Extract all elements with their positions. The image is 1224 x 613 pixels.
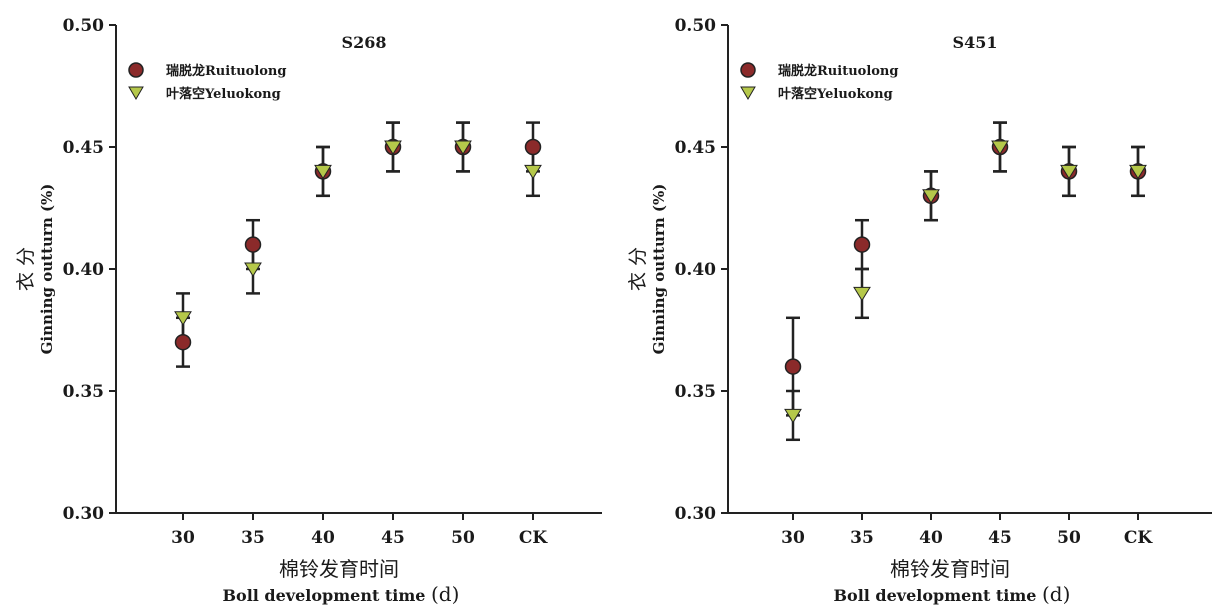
data-point-ruituolong <box>174 333 192 351</box>
x-tick-label: 40 <box>311 528 335 548</box>
data-point-yeluokong <box>1060 164 1078 180</box>
data-point-ruituolong <box>784 358 802 375</box>
data-point-yeluokong <box>244 262 262 277</box>
y-axis-label-cn: 衣 分 <box>15 247 37 291</box>
y-tick-label: 0.45 <box>675 138 716 158</box>
data-point-yeluokong <box>454 140 472 155</box>
x-tick-label: CK <box>1124 528 1154 548</box>
y-axis-label-cn: 衣 分 <box>627 247 649 291</box>
data-point-yeluokong <box>174 311 192 326</box>
x-tick-label: 45 <box>988 528 1012 548</box>
legend-marker-circle <box>128 62 144 78</box>
y-tick-label: 0.45 <box>63 138 104 158</box>
data-point-ruituolong <box>853 236 871 253</box>
y-tick-label: 0.40 <box>675 260 717 280</box>
x-axis-label-cn: 棉铃发育时间 <box>279 557 399 581</box>
y-tick-label: 0.40 <box>63 260 105 280</box>
chart-panel-s451: 0.30 0.35 0.40 0.45 0.50 30 35 40 45 50 CK S451 瑞脱龙R… <box>627 16 1212 606</box>
x-tick-label: 35 <box>850 528 874 548</box>
legend-label: 叶落空Yeluokong <box>166 86 281 102</box>
y-tick-label: 0.30 <box>675 504 717 524</box>
legend-label: 瑞脱龙Ruituolong <box>778 63 898 79</box>
data-point-yeluokong <box>922 189 940 204</box>
chart-panel-s268: 0.30 0.35 0.40 0.45 0.50 30 35 40 45 50 CK S268 瑞脱龙R… <box>15 16 602 606</box>
panel-title: S268 <box>342 33 387 52</box>
data-point-ruituolong <box>524 138 542 156</box>
y-tick-label: 0.50 <box>675 16 717 36</box>
data-point-yeluokong <box>853 286 871 302</box>
panel-title: S451 <box>953 33 998 52</box>
x-tick-label: 35 <box>241 528 265 548</box>
data-point-yeluokong <box>1129 164 1147 180</box>
y-axis-label-en: Ginning outturn (%) <box>650 184 668 355</box>
x-tick-label: 30 <box>781 528 805 548</box>
data-point-yeluokong <box>784 408 802 424</box>
data-point-yeluokong <box>524 164 542 180</box>
y-tick-label: 0.35 <box>675 382 716 402</box>
x-tick-label: 40 <box>919 528 943 548</box>
legend-label: 瑞脱龙Ruituolong <box>166 63 286 79</box>
y-tick-label: 0.50 <box>63 16 105 36</box>
legend-label: 叶落空Yeluokong <box>778 86 893 102</box>
data-point-ruituolong <box>244 236 262 253</box>
data-point-yeluokong <box>991 140 1009 155</box>
data-point-yeluokong <box>314 164 332 180</box>
x-axis-label-cn: 棉铃发育时间 <box>890 557 1010 581</box>
data-point-yeluokong <box>384 140 402 155</box>
x-tick-label: 30 <box>171 528 195 548</box>
x-axis-label-en: Boll development time <box>223 586 426 605</box>
x-axis-label-unit: (d) <box>431 582 459 606</box>
x-tick-label: 50 <box>451 528 475 548</box>
legend-marker-triangle <box>740 86 756 100</box>
y-tick-label: 0.30 <box>63 504 105 524</box>
y-axis-label-en: Ginning outturn (%) <box>38 184 56 355</box>
y-tick-label: 0.35 <box>63 382 104 402</box>
x-tick-label: 45 <box>381 528 405 548</box>
x-tick-label: CK <box>519 528 549 548</box>
legend-marker-circle <box>740 62 756 78</box>
x-axis-label-en: Boll development time <box>834 586 1037 605</box>
x-axis-label-unit: (d) <box>1042 582 1070 606</box>
legend-marker-triangle <box>128 86 144 100</box>
x-tick-label: 50 <box>1057 528 1081 548</box>
